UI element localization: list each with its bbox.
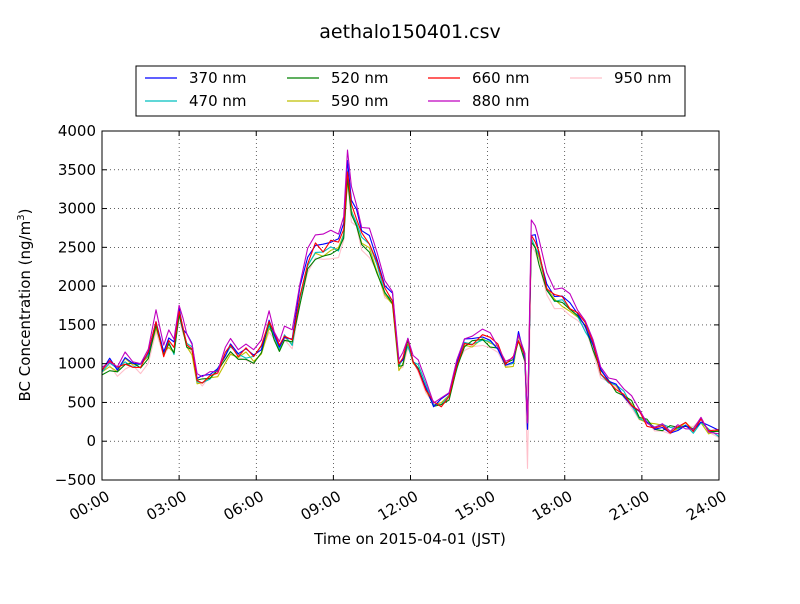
series-line-660-nm [101,171,720,434]
y-tick-label: 2000 [58,277,96,295]
legend: 370 nm 470 nm 520 nm 590 nm 660 nm 880 nm 950 … [135,65,686,117]
y-tick-label: −500 [55,471,96,489]
y-tick-labels: −500 0 500 1000 1500 2000 2500 3000 3500 4000 [55,122,96,489]
y-axis-label: BC Concentration (ng/m3) [16,209,34,402]
legend-label: 470 nm [189,92,247,110]
legend-label: 950 nm [614,69,672,87]
chart-title: aethalo150401.csv [319,21,501,43]
y-tick-label: 3500 [58,161,96,179]
y-axis-label-superscript: 3 [16,214,27,220]
x-axis-label: Time on 2015-04-01 (JST) [313,530,506,548]
y-tick-label: 4000 [58,122,96,140]
legend-label: 880 nm [472,92,530,110]
y-axis-label-main: BC Concentration (ng/m [16,221,34,402]
y-tick-label: 3000 [58,200,96,218]
y-tick-label: 0 [86,432,96,450]
y-axis-label-tail: ) [16,209,34,215]
series-line-880-nm [101,149,720,435]
legend-label: 520 nm [331,69,389,87]
y-tick-label: 2500 [58,238,96,256]
legend-frame [135,65,686,117]
legend-label: 660 nm [472,69,530,87]
legend-label: 590 nm [331,92,389,110]
series-layer [101,149,720,469]
y-tick-label: 1500 [58,316,96,334]
grid-lines [102,131,719,480]
axis-ticks [101,130,720,481]
y-tick-label: 1000 [58,355,96,373]
legend-label: 370 nm [189,69,247,87]
y-tick-label: 500 [67,393,96,411]
